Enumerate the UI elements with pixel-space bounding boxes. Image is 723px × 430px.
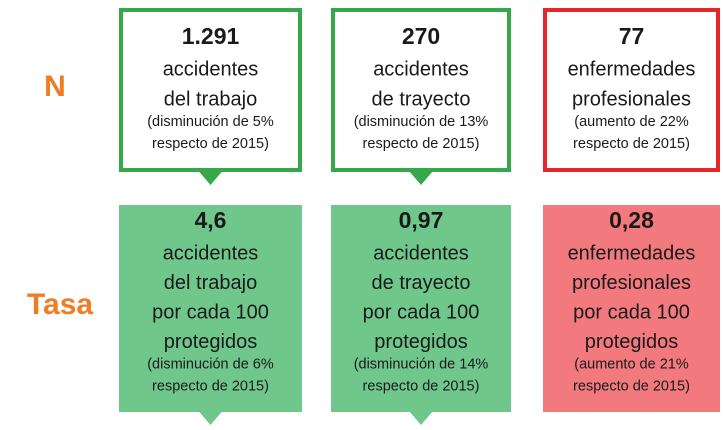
card-note: (disminución de 14% — [354, 356, 489, 372]
card-border — [119, 8, 302, 172]
pointer — [198, 411, 223, 425]
card-line: accidentes — [373, 242, 469, 264]
card-note: respecto de 2015) — [363, 378, 480, 394]
card-line: protegidos — [374, 331, 467, 353]
card-line: accidentes — [373, 58, 469, 80]
card-line: por cada 100 — [363, 301, 480, 323]
card-line: enfermedades — [568, 242, 696, 264]
card-value: 270 — [402, 23, 440, 49]
card — [331, 205, 511, 412]
card-value: 1.291 — [182, 23, 240, 49]
row-label: Tasa — [27, 288, 93, 321]
card-line: por cada 100 — [152, 301, 269, 323]
row-label: N — [44, 70, 66, 103]
pointer — [409, 171, 433, 185]
card-value: 77 — [619, 23, 645, 49]
card-line: de trayecto — [372, 88, 471, 110]
card-note: (disminución de 5% — [147, 114, 274, 130]
card-note: respecto de 2015) — [573, 378, 690, 394]
card-value: 0,97 — [399, 207, 444, 233]
card-line: de trayecto — [372, 272, 471, 294]
card-line: accidentes — [163, 58, 259, 80]
card-line: protegidos — [585, 331, 678, 353]
card-note: respecto de 2015) — [363, 136, 480, 152]
card-line: protegidos — [164, 331, 257, 353]
card-value: 0,28 — [609, 207, 654, 233]
pointer — [409, 411, 433, 425]
card-line: profesionales — [572, 88, 691, 110]
card-note: (disminución de 13% — [354, 114, 489, 130]
card-value: 4,6 — [195, 207, 227, 233]
card — [543, 205, 720, 412]
card — [119, 205, 302, 412]
card-note: respecto de 2015) — [152, 378, 269, 394]
card-note: respecto de 2015) — [152, 136, 269, 152]
card-note: (aumento de 22% — [574, 114, 689, 130]
card-note: (aumento de 21% — [574, 356, 689, 372]
card-line: accidentes — [163, 242, 259, 264]
pointer — [198, 171, 223, 185]
card-note: respecto de 2015) — [573, 136, 690, 152]
card-line: del trabajo — [164, 88, 257, 110]
card-border — [331, 8, 511, 172]
card-border — [543, 8, 720, 172]
card-line: por cada 100 — [573, 301, 690, 323]
card-line: del trabajo — [164, 272, 257, 294]
card-note: (disminución de 6% — [147, 356, 274, 372]
card-line: profesionales — [572, 272, 691, 294]
card-line: enfermedades — [568, 58, 696, 80]
